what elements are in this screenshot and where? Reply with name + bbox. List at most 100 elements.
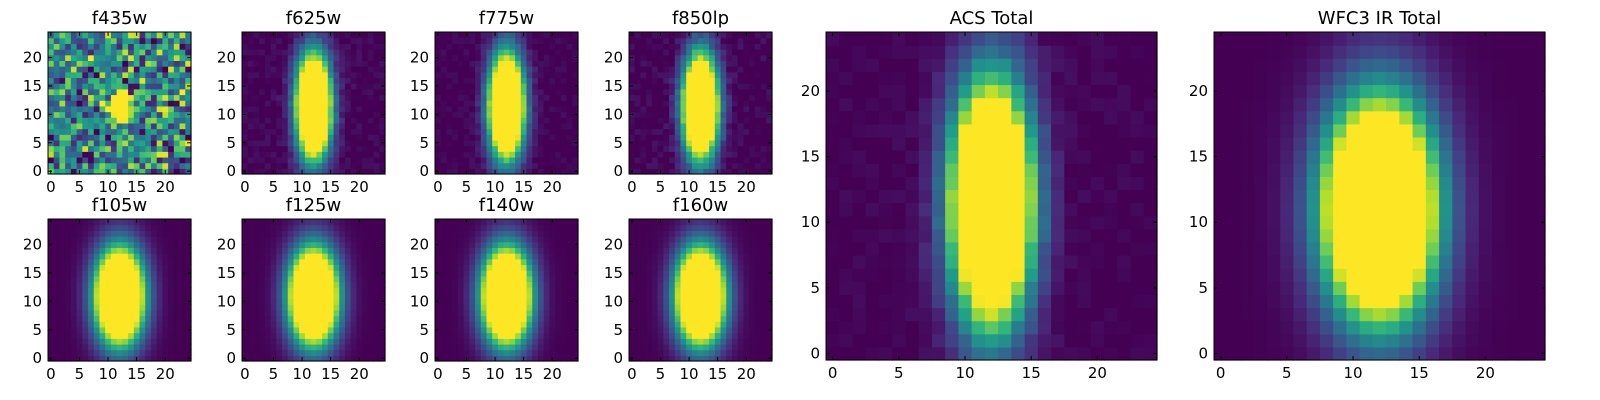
- image-pixel: [93, 338, 101, 345]
- image-pixel: [110, 241, 118, 248]
- image-pixel: [566, 332, 573, 339]
- image-pixel: [247, 156, 255, 164]
- image-pixel: [657, 83, 664, 90]
- image-pixel: [93, 270, 101, 277]
- image-pixel: [452, 54, 459, 61]
- image-pixel: [486, 156, 493, 164]
- image-pixel: [173, 168, 181, 175]
- image-pixel: [497, 66, 505, 73]
- image-pixel: [122, 343, 129, 351]
- image-pixel: [572, 264, 579, 271]
- image-pixel: [162, 298, 169, 305]
- image-pixel: [446, 83, 453, 90]
- image-pixel: [168, 139, 175, 147]
- image-pixel: [299, 100, 306, 107]
- image-pixel: [720, 128, 727, 135]
- image-pixel: [697, 145, 704, 152]
- image-pixel: [156, 321, 163, 328]
- image-pixel: [537, 236, 545, 243]
- image-pixel: [145, 224, 152, 231]
- image-pixel: [82, 162, 89, 169]
- image-pixel: [327, 94, 335, 101]
- image-pixel: [145, 162, 152, 169]
- image-pixel: [526, 88, 533, 96]
- image-pixel: [680, 338, 687, 345]
- image-pixel: [242, 230, 249, 237]
- image-pixel: [276, 151, 283, 158]
- image-pixel: [463, 66, 470, 73]
- image-pixel: [680, 275, 687, 283]
- image-pixel: [703, 94, 710, 101]
- image-pixel: [651, 275, 659, 283]
- image-pixel: [93, 219, 101, 226]
- image-pixel: [168, 88, 175, 96]
- image-pixel: [726, 100, 733, 107]
- image-pixel: [452, 71, 459, 79]
- image-pixel: [651, 326, 659, 334]
- image-pixel: [299, 281, 306, 288]
- image-pixel: [82, 66, 89, 73]
- image-pixel: [743, 43, 750, 50]
- image-pixel: [440, 83, 448, 90]
- image-pixel: [299, 122, 306, 130]
- image-pixel: [333, 332, 340, 339]
- image-pixel: [133, 49, 141, 56]
- image-pixel: [475, 117, 482, 124]
- image-pixel: [566, 54, 573, 61]
- image-pixel: [76, 83, 83, 90]
- image-pixel: [316, 224, 323, 231]
- image-pixel: [304, 241, 312, 248]
- image-pixel: [515, 270, 522, 277]
- image-pixel: [435, 37, 442, 44]
- image-pixel: [492, 338, 499, 345]
- image-pixel: [703, 111, 710, 118]
- image-pixel: [709, 145, 716, 152]
- image-pixel: [333, 168, 340, 175]
- image-pixel: [680, 54, 687, 61]
- image-pixel: [150, 168, 158, 175]
- image-pixel: [362, 264, 369, 271]
- image-pixel: [145, 258, 152, 266]
- image-pixel: [680, 168, 687, 175]
- image-pixel: [350, 304, 357, 311]
- image-pixel: [486, 309, 493, 317]
- image-pixel: [185, 77, 192, 84]
- image-pixel: [646, 88, 653, 96]
- image-pixel: [287, 304, 295, 311]
- image-pixel: [480, 128, 488, 135]
- image-pixel: [435, 117, 442, 124]
- image-pixel: [333, 304, 340, 311]
- image-pixel: [379, 66, 386, 73]
- image-pixel: [304, 264, 312, 271]
- image-pixel: [379, 134, 386, 141]
- image-pixel: [549, 37, 556, 44]
- image-pixel: [70, 332, 78, 339]
- image-pixel: [469, 281, 476, 288]
- image-pixel: [492, 247, 499, 254]
- image-pixel: [726, 326, 733, 334]
- image-pixel: [680, 349, 687, 356]
- image-pixel: [105, 71, 112, 79]
- image-pixel: [373, 326, 380, 334]
- image-pixel: [110, 349, 118, 356]
- image-pixel: [691, 60, 699, 67]
- image-pixel: [720, 332, 727, 339]
- image-pixel: [122, 258, 129, 266]
- image-pixel: [503, 309, 510, 317]
- image-pixel: [327, 60, 335, 67]
- image-pixel: [674, 122, 682, 130]
- image-pixel: [162, 326, 169, 334]
- image-pixel: [709, 292, 716, 300]
- image-pixel: [247, 281, 255, 288]
- image-pixel: [560, 117, 568, 124]
- image-pixel: [327, 128, 335, 135]
- image-pixel: [766, 304, 773, 311]
- image-pixel: [651, 83, 659, 90]
- image-pixel: [350, 134, 357, 141]
- image-pixel: [555, 32, 562, 39]
- image-pixel: [156, 338, 163, 345]
- image-pixel: [754, 309, 762, 317]
- image-pixel: [333, 224, 340, 231]
- image-pixel: [566, 258, 573, 266]
- image-pixel: [452, 88, 459, 96]
